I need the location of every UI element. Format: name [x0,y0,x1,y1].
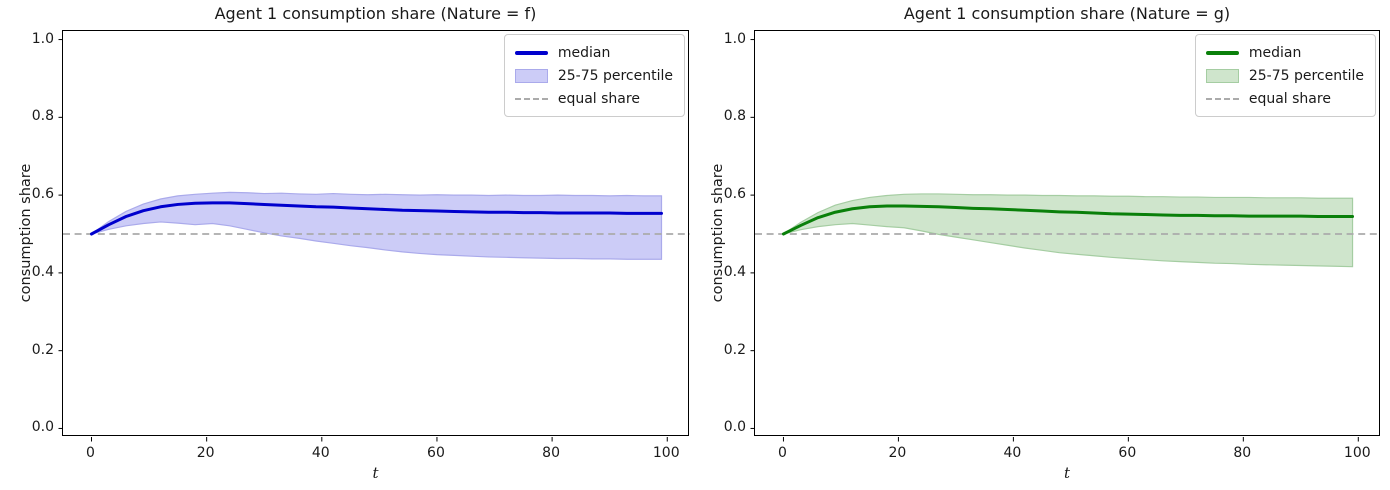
x-tick-label: 80 [542,445,560,461]
x-tick-label: 100 [1343,445,1371,461]
y-tick-label: 0.0 [723,419,746,436]
legend-label-median: median [1248,44,1302,61]
x-tick-label: 40 [311,445,330,461]
y-tick-label: 0.8 [31,108,54,125]
x-tick-label: 20 [888,445,907,461]
percentile-band [91,191,663,260]
legend-label-median: median [557,44,611,61]
chart-canvas [750,39,1381,442]
median-line [90,201,663,236]
x-tick-label: 40 [1003,445,1022,461]
plot-title: Agent 1 consumption share (Nature = g) [903,4,1231,23]
y-tick-label: 0.8 [723,108,746,125]
x-axis-label: t [372,464,379,482]
legend-label-percentile-band: 25-75 percentile [557,67,673,84]
equal-share-dash-swatch [514,97,548,100]
y-tick-label: 0.2 [723,341,746,358]
legend-item-equal-share: equal share [1205,88,1364,109]
x-tick-label: 100 [652,445,680,461]
y-tick-label: 0.2 [31,341,54,358]
x-tick-label: 0 [777,445,787,461]
chart-canvas [58,39,690,442]
legend-label-percentile-band: 25-75 percentile [1248,67,1364,84]
legend: median 25-75 percentile equal share [503,34,685,117]
x-axis-label: t [1063,464,1071,482]
legend-item-equal-share: equal share [514,88,673,109]
legend-item-median: median [514,42,673,63]
y-tick-label: 0.4 [723,263,746,280]
legend: median 25-75 percentile equal share [1194,34,1376,117]
median-line-swatch [514,50,548,55]
x-tick-label: 80 [1233,445,1252,461]
median-line [781,204,1355,236]
y-tick-label: 0.4 [31,263,54,280]
legend-item-percentile-band: 25-75 percentile [1205,65,1364,86]
y-tick-label: 0.6 [31,186,54,203]
legend-item-percentile-band: 25-75 percentile [514,65,673,86]
y-tick-label: 1.0 [31,30,54,47]
x-tick-label: 60 [427,445,445,461]
plot-area: median 25-75 percentile equal share [58,30,690,442]
subplot-nature-g: Agent 1 consumption share (Nature = g) c… [695,0,1390,490]
percentile-band-swatch [1205,68,1239,83]
subplot-nature-f: Agent 1 consumption share (Nature = f) c… [18,4,690,482]
percentile-band-swatch [514,68,548,83]
legend-label-equal-share: equal share [557,90,640,107]
legend-item-median: median [1205,42,1364,63]
y-tick-label: 0.0 [31,419,54,436]
x-tick-label: 20 [196,445,215,461]
plot-area: median 25-75 percentile equal share [750,30,1381,442]
median-line-swatch [1205,50,1239,55]
legend-label-equal-share: equal share [1248,90,1331,107]
y-tick-label: 0.6 [723,186,746,203]
x-tick-label: 60 [1118,445,1137,461]
percentile-band [783,193,1354,268]
x-tick-label: 0 [86,445,95,461]
equal-share-dash-swatch [1205,97,1239,100]
y-tick-label: 1.0 [723,30,746,47]
plot-title: Agent 1 consumption share (Nature = f) [214,4,537,23]
